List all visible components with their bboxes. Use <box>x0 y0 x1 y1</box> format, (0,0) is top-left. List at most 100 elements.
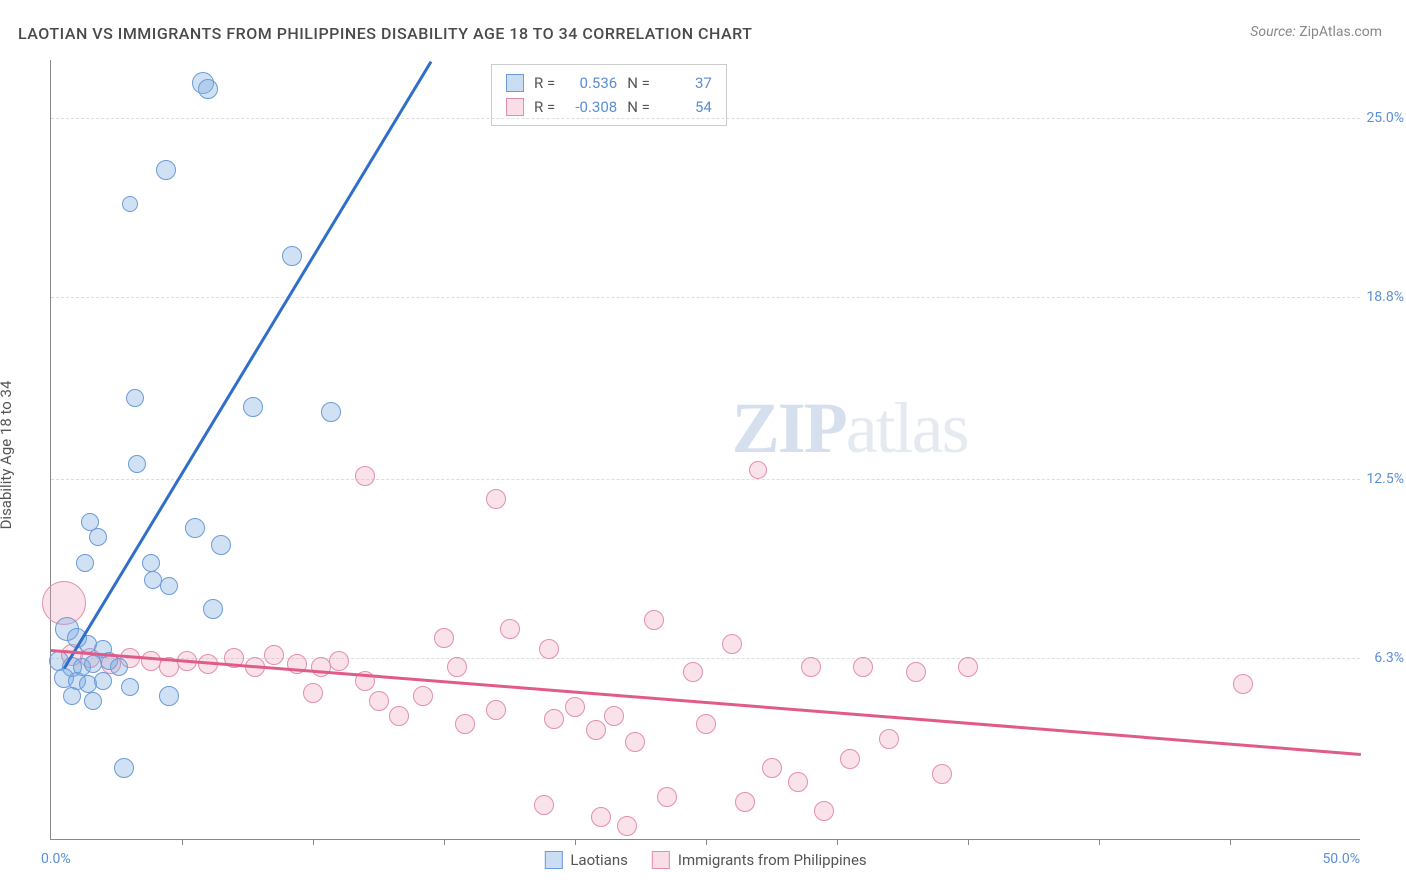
legend-label-pink: Immigrants from Philippines <box>678 851 867 869</box>
data-point <box>203 599 223 619</box>
data-point <box>1233 674 1253 694</box>
data-point <box>644 610 664 630</box>
r-value-pink: -0.308 <box>565 95 617 119</box>
data-point <box>89 528 107 546</box>
data-point <box>389 706 409 726</box>
data-point <box>311 657 331 677</box>
data-point <box>303 683 323 703</box>
r-label: R = <box>534 71 555 95</box>
data-point <box>128 455 146 473</box>
data-point <box>121 678 139 696</box>
data-point <box>749 461 767 479</box>
swatch-pink-icon <box>506 98 524 116</box>
data-point <box>185 518 205 538</box>
x-tick <box>444 839 445 845</box>
trend-line-pink <box>51 649 1361 755</box>
data-point <box>586 720 606 740</box>
y-tick-label: 6.3% <box>1374 650 1404 666</box>
y-tick-label: 12.5% <box>1366 471 1404 487</box>
data-point <box>604 706 624 726</box>
x-tick <box>575 839 576 845</box>
data-point <box>264 645 284 665</box>
data-point <box>160 577 178 595</box>
x-tick <box>1099 839 1100 845</box>
series-legend: Laotians Immigrants from Philippines <box>544 851 866 869</box>
data-point <box>455 714 475 734</box>
data-point <box>735 792 755 812</box>
gridline <box>51 297 1360 298</box>
x-tick <box>313 839 314 845</box>
source-label: Source: <box>1250 24 1295 40</box>
correlation-legend: R = 0.536 N = 37 R = -0.308 N = 54 <box>491 64 727 126</box>
y-axis-label: Disability Age 18 to 34 <box>0 381 15 530</box>
data-point <box>958 657 978 677</box>
data-point <box>413 686 433 706</box>
data-point <box>447 657 467 677</box>
data-point <box>544 709 564 729</box>
swatch-blue-icon <box>506 74 524 92</box>
data-point <box>853 657 873 677</box>
data-point <box>696 714 716 734</box>
data-point <box>500 619 520 639</box>
legend-row-blue: R = 0.536 N = 37 <box>506 71 712 95</box>
watermark-atlas: atlas <box>846 388 968 468</box>
data-point <box>321 402 341 422</box>
data-point <box>722 634 742 654</box>
data-point <box>198 79 218 99</box>
gridline <box>51 479 1360 480</box>
legend-item-philippines: Immigrants from Philippines <box>652 851 867 869</box>
x-tick <box>968 839 969 845</box>
legend-item-laotians: Laotians <box>544 851 628 869</box>
x-tick <box>182 839 183 845</box>
y-tick-label: 25.0% <box>1366 110 1404 126</box>
x-tick <box>706 839 707 845</box>
data-point <box>142 554 160 572</box>
legend-row-pink: R = -0.308 N = 54 <box>506 95 712 119</box>
data-point <box>591 807 611 827</box>
data-point <box>243 397 263 417</box>
data-point <box>762 758 782 778</box>
n-value-pink: 54 <box>660 95 712 119</box>
plot-area: ZIPatlas R = 0.536 N = 37 R = -0.308 N =… <box>50 60 1360 840</box>
x-tick <box>1230 839 1231 845</box>
data-point <box>840 749 860 769</box>
data-point <box>486 489 506 509</box>
data-point <box>879 729 899 749</box>
data-point <box>617 816 637 836</box>
data-point <box>122 196 138 212</box>
data-point <box>625 732 645 752</box>
data-point <box>801 657 821 677</box>
legend-label-blue: Laotians <box>570 851 628 869</box>
data-point <box>84 692 102 710</box>
data-point <box>683 662 703 682</box>
data-point <box>211 535 231 555</box>
data-point <box>814 801 834 821</box>
data-point <box>94 672 112 690</box>
data-point <box>355 466 375 486</box>
data-point <box>114 758 134 778</box>
data-point <box>76 554 94 572</box>
data-point <box>282 246 302 266</box>
data-point <box>539 639 559 659</box>
data-point <box>788 772 808 792</box>
data-point <box>159 686 179 706</box>
data-point <box>657 787 677 807</box>
data-point <box>329 651 349 671</box>
n-value-blue: 37 <box>660 71 712 95</box>
data-point <box>486 700 506 720</box>
gridline <box>51 118 1360 119</box>
data-point <box>932 764 952 784</box>
data-point <box>434 628 454 648</box>
y-tick-label: 18.8% <box>1366 289 1404 305</box>
n-label: N = <box>627 95 650 119</box>
swatch-pink-icon <box>652 851 670 869</box>
x-origin-label: 0.0% <box>41 851 71 867</box>
chart-title: LAOTIAN VS IMMIGRANTS FROM PHILIPPINES D… <box>18 24 752 43</box>
data-point <box>369 691 389 711</box>
data-point <box>63 687 81 705</box>
data-point <box>126 389 144 407</box>
data-point <box>534 795 554 815</box>
source-value: ZipAtlas.com <box>1299 24 1382 40</box>
n-label: N = <box>627 71 650 95</box>
trend-line-blue <box>63 61 432 669</box>
